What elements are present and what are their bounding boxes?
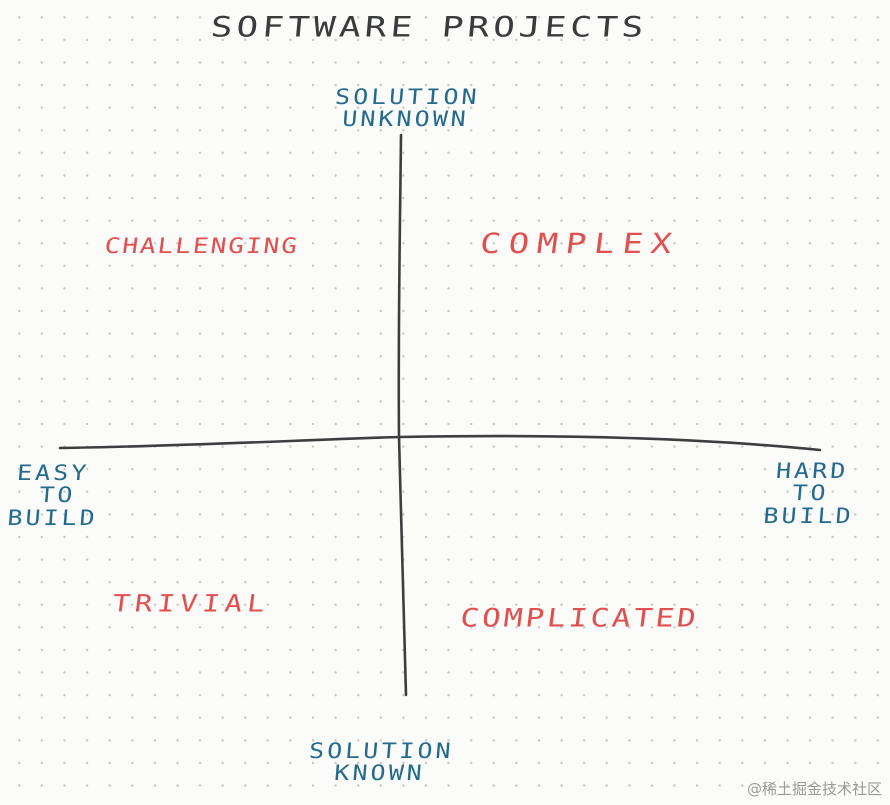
axis-label-top: SOLUTION UNKNOWN bbox=[332, 84, 481, 132]
axis-label-right-line-2: TO bbox=[791, 480, 830, 506]
axis-label-right-line-3: BUILD bbox=[762, 502, 855, 528]
watermark: @稀土掘金技术社区 bbox=[746, 780, 882, 798]
quadrant-label-complex: COMPLEX bbox=[478, 227, 682, 261]
axis-label-top-line-1: SOLUTION bbox=[334, 84, 481, 109]
quadrant-label-trivial: TRIVIAL bbox=[110, 589, 272, 618]
axis-label-left-line-1: EASY bbox=[16, 460, 91, 485]
axis-label-left-line-3: BUILD bbox=[6, 504, 99, 530]
vertical-axis bbox=[397, 133, 408, 697]
axis-label-top-line-2: UNKNOWN bbox=[341, 106, 470, 132]
axis-label-right-line-1: HARD bbox=[775, 458, 850, 483]
axis-label-left-line-2: TO bbox=[38, 482, 77, 508]
diagram-title: SOFTWARE PROJECTS bbox=[209, 11, 649, 44]
axis-label-left: EASY TO BUILD bbox=[6, 460, 102, 530]
quadrant-label-challenging: CHALLENGING bbox=[103, 234, 301, 259]
horizontal-axis bbox=[58, 434, 822, 452]
axis-label-right: HARD TO BUILD bbox=[762, 458, 858, 528]
axis-label-bottom-line-2: KNOWN bbox=[333, 760, 426, 786]
axis-label-bottom: SOLUTION KNOWN bbox=[306, 738, 455, 786]
axis-label-bottom-line-1: SOLUTION bbox=[308, 738, 455, 763]
quadrant-label-complicated: COMPLICATED bbox=[458, 603, 701, 634]
